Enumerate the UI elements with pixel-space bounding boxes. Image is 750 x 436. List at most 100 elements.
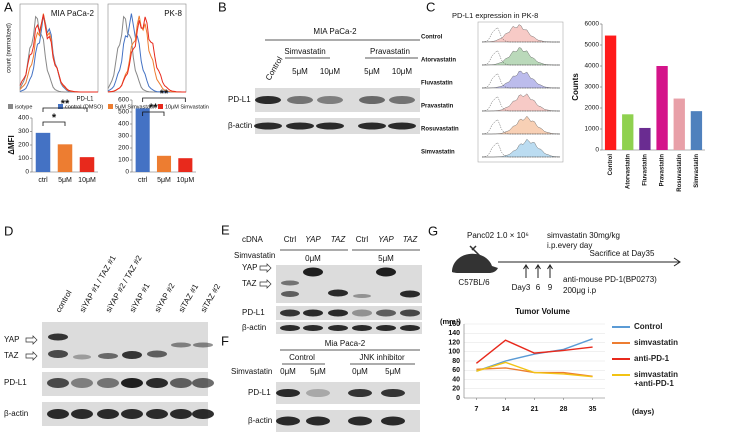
row-label: Control <box>421 35 443 41</box>
row-label: β-actin <box>4 409 28 418</box>
legend-label: simvastatin <box>634 338 679 347</box>
bar <box>622 114 634 150</box>
cell-line: MIA PaCa-2 <box>313 27 357 36</box>
lane-label: 0μM <box>280 367 296 376</box>
protocol-text: 9 <box>548 283 553 292</box>
significance-bracket <box>42 121 66 126</box>
band <box>71 378 93 388</box>
series-line <box>475 339 593 364</box>
protocol-text: Sacrifice at Day35 <box>590 249 655 258</box>
legend-item: simvastatin <box>612 338 694 347</box>
protocol-text: anti-mouse PD-1(BP0273) <box>563 275 657 284</box>
group-label: JNK inhibitor <box>359 353 405 362</box>
blot <box>276 265 422 303</box>
band <box>389 96 415 104</box>
y-tick-label: 300 <box>118 133 129 140</box>
band <box>192 409 214 419</box>
legend-item: simvastatin +anti-PD-1 <box>612 370 694 388</box>
histogram-ridge <box>482 47 560 66</box>
significance-label: * <box>52 112 57 124</box>
lane-label: 5μM <box>292 67 308 76</box>
bar <box>178 158 193 172</box>
band <box>281 291 299 297</box>
band <box>97 378 119 388</box>
legend-swatch <box>8 104 13 109</box>
chart-title: PD-L1 expression in PK-8 <box>452 11 538 20</box>
legend-swatch <box>612 358 630 360</box>
legend-item: anti-PD-1 <box>612 354 694 363</box>
band <box>47 378 69 388</box>
axis-title: count (normalized) <box>7 23 13 73</box>
y-tick-label: 40 <box>452 376 460 383</box>
lane-label: siYAP #1 <box>128 281 152 314</box>
y-tick-label: 100 <box>118 157 129 164</box>
syringe-icon <box>469 245 481 257</box>
band <box>400 309 420 317</box>
x-tick-label: Rosuvastatin <box>677 154 683 192</box>
band <box>171 342 191 348</box>
legend-label: anti-PD-1 <box>634 354 670 363</box>
protocol-text: C57BL/6 <box>458 278 490 287</box>
band <box>276 389 300 397</box>
y-tick-label: 300 <box>18 128 29 135</box>
chart-title: Tumor Volume <box>515 307 570 316</box>
band <box>147 350 167 358</box>
legend-label: control (DMSO) <box>65 104 103 110</box>
band <box>47 409 69 419</box>
dose-arrow <box>523 264 529 278</box>
legend-swatch <box>108 104 113 109</box>
lane-label: YAP <box>378 235 394 244</box>
y-tick-label: 140 <box>448 330 460 337</box>
x-tick-label: 14 <box>502 406 510 413</box>
y-tick-label: 0 <box>125 169 129 176</box>
row-label: PD-L1 <box>4 378 27 387</box>
arrow <box>25 335 38 345</box>
axis-title: (days) <box>632 407 655 416</box>
y-tick-label: 400 <box>118 121 129 128</box>
row-label: Simvastatin <box>421 150 455 156</box>
band <box>316 122 344 130</box>
protocol-text: Panc02 1.0 × 10⁶ <box>467 231 529 240</box>
y-tick-label: 4000 <box>585 63 600 70</box>
blot <box>276 322 422 334</box>
y-tick-label: 20 <box>452 386 460 393</box>
row-label: β-actin <box>248 416 272 425</box>
x-tick-label: 28 <box>560 406 568 413</box>
band <box>276 416 300 426</box>
lane-label: control <box>54 289 74 314</box>
band <box>352 309 372 317</box>
band <box>121 409 143 419</box>
y-tick-label: 120 <box>448 339 460 346</box>
lane-label: 0μM <box>352 367 368 376</box>
band <box>97 409 119 419</box>
band <box>306 416 330 426</box>
histogram-frame <box>107 3 187 93</box>
band <box>170 378 192 388</box>
band <box>376 267 396 277</box>
arrow <box>259 279 272 289</box>
x-tick-label: ctrl <box>38 177 48 184</box>
series-line <box>476 338 593 372</box>
y-tick-label: 80 <box>452 358 460 365</box>
protocol-text: simvastatin 30mg/kg <box>547 231 620 240</box>
y-tick-label: 6000 <box>585 21 600 28</box>
band <box>376 309 396 317</box>
row-label: PD-L1 <box>228 95 251 104</box>
protocol-text: 6 <box>536 283 541 292</box>
histogram-curve <box>107 16 186 93</box>
row-label: Rosuvastatin <box>421 127 459 133</box>
band <box>348 416 372 426</box>
band <box>328 309 348 317</box>
lane-label: siYAP #2 <box>153 281 177 314</box>
row-label: Simvastatin <box>231 367 272 376</box>
bar <box>604 35 617 150</box>
protocol-text: Day3 <box>512 283 531 292</box>
legend-label: 10μM Simvastatin <box>165 104 209 110</box>
bar <box>57 144 73 172</box>
significance-bracket <box>142 97 186 102</box>
dose-arrow <box>547 264 553 278</box>
bar <box>135 108 150 172</box>
lane-label: Ctrl <box>356 235 369 244</box>
band <box>281 280 299 286</box>
axis-title: ΔMFI <box>7 135 16 155</box>
